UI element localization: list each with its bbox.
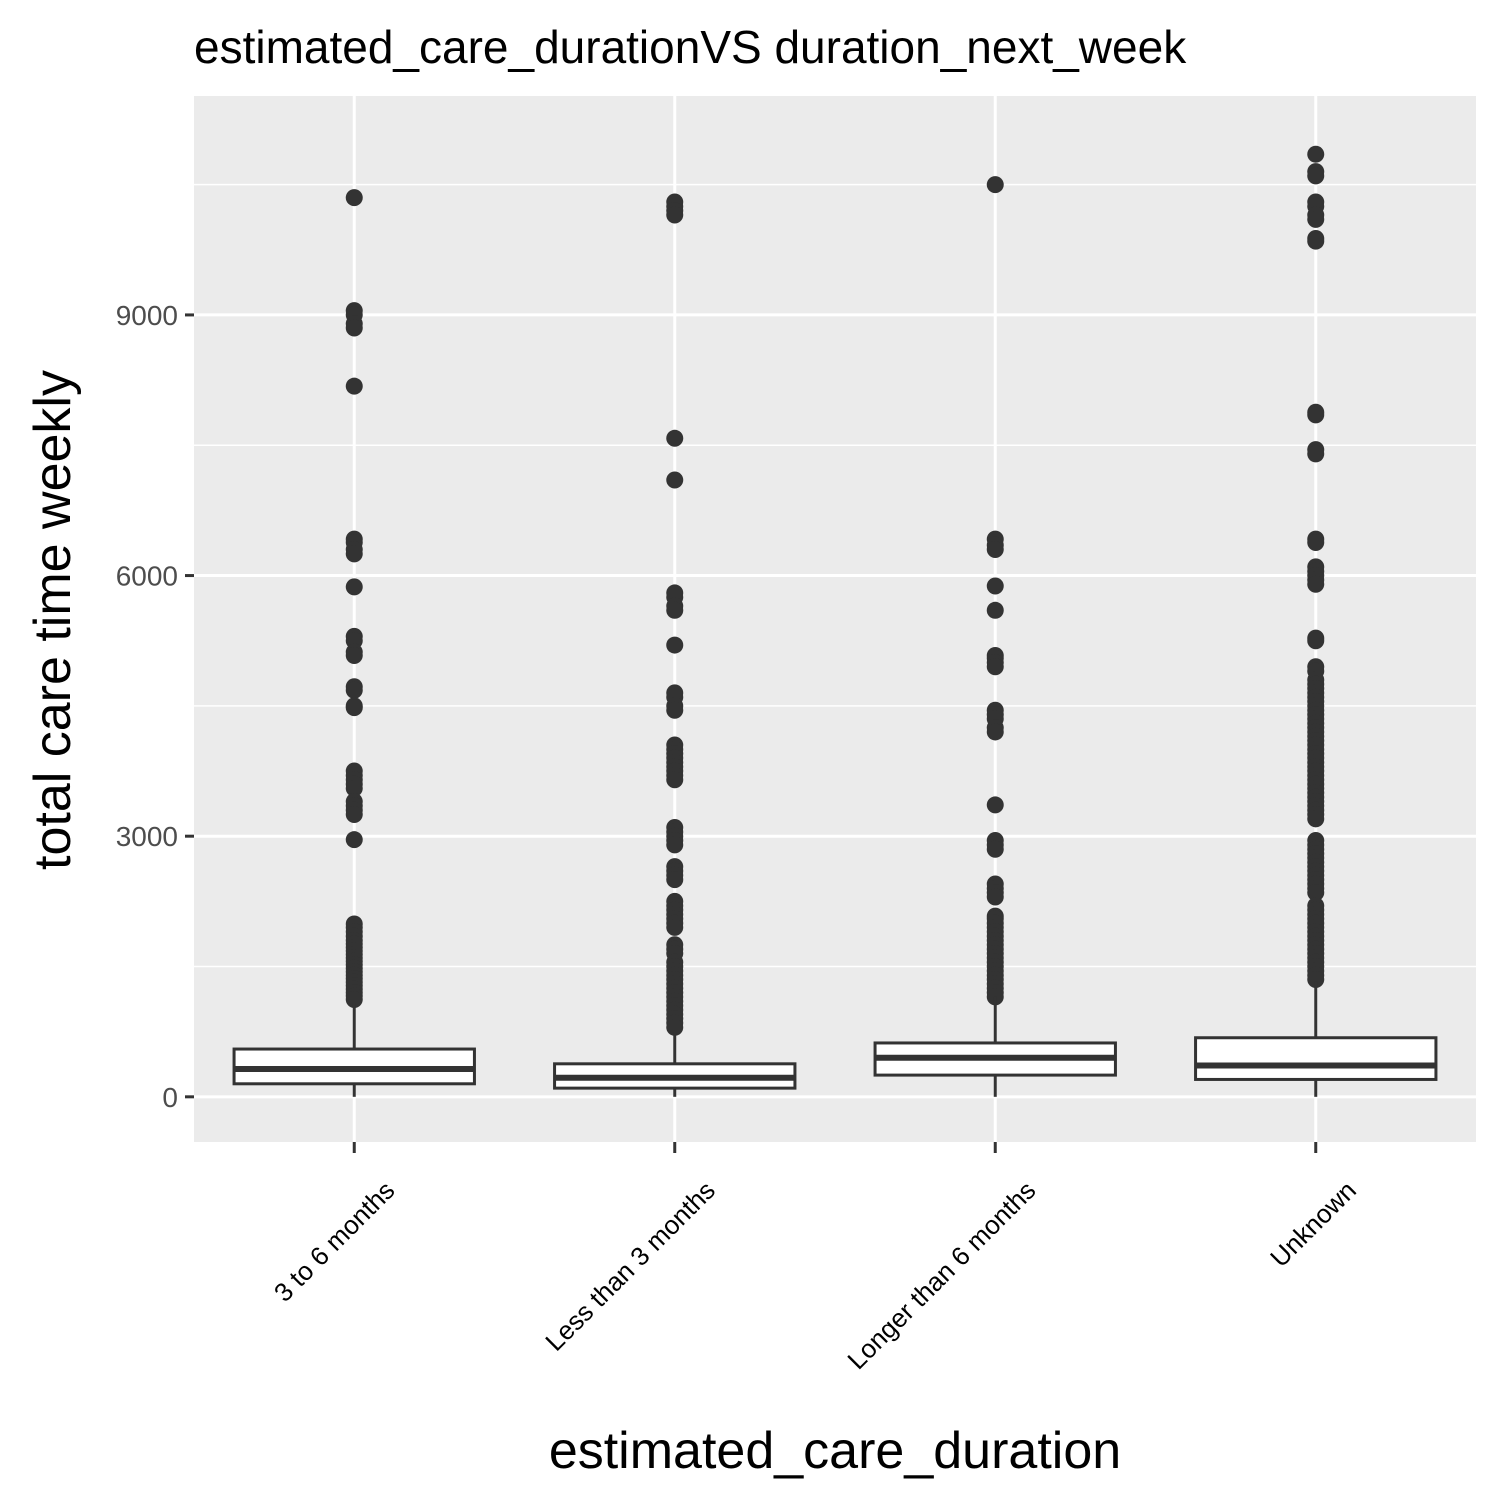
- x-tick-label: Longer than 6 months: [841, 1175, 1041, 1375]
- outlier-point: [1307, 971, 1325, 989]
- outlier-point: [986, 796, 1004, 814]
- outlier-point: [345, 699, 363, 717]
- outlier-point: [666, 601, 684, 619]
- y-tick-label: 6000: [116, 561, 178, 592]
- outlier-point: [1307, 167, 1325, 185]
- outlier-point: [986, 888, 1004, 906]
- y-tick-label: 3000: [116, 821, 178, 852]
- outlier-point: [1307, 145, 1325, 163]
- boxplot-longer-than-6-months: [873, 176, 1117, 1097]
- outlier-point: [666, 429, 684, 447]
- y-tick-label: 9000: [116, 300, 178, 331]
- boxplot-unknown: [1194, 145, 1438, 1097]
- outlier-point: [345, 578, 363, 596]
- outlier-point: [986, 176, 1004, 194]
- outlier-point: [1307, 575, 1325, 593]
- box: [1194, 1036, 1438, 1081]
- plot-panel: [194, 96, 1476, 1142]
- outlier-point: [345, 831, 363, 849]
- outlier-point: [345, 646, 363, 664]
- outlier-point: [345, 991, 363, 1009]
- outlier-point: [666, 918, 684, 936]
- boxplot-less-than-3-months: [553, 193, 797, 1097]
- outlier-point: [1307, 534, 1325, 552]
- outlier-point: [345, 319, 363, 337]
- boxplot-3-to-6-months: [232, 189, 476, 1097]
- y-axis: 0 3000 6000 9000: [116, 300, 194, 1113]
- outlier-point: [986, 577, 1004, 595]
- outlier-point: [666, 836, 684, 854]
- outlier-point: [1307, 232, 1325, 250]
- outlier-point: [345, 377, 363, 395]
- y-tick-label: 0: [162, 1082, 178, 1113]
- outlier-point: [666, 701, 684, 719]
- outlier-point: [986, 658, 1004, 676]
- outlier-point: [986, 840, 1004, 858]
- outlier-point: [666, 636, 684, 654]
- outlier-point: [345, 189, 363, 207]
- outlier-point: [345, 779, 363, 797]
- outlier-point: [666, 1018, 684, 1036]
- x-tick-label: 3 to 6 months: [268, 1175, 401, 1308]
- outlier-point: [345, 805, 363, 823]
- x-tick-label: Less than 3 months: [539, 1175, 721, 1357]
- outlier-point: [986, 540, 1004, 558]
- outlier-point: [1307, 632, 1325, 650]
- outlier-point: [666, 771, 684, 789]
- outlier-point: [986, 723, 1004, 741]
- outlier-point: [986, 601, 1004, 619]
- outlier-point: [1307, 210, 1325, 228]
- outlier-point: [666, 871, 684, 889]
- boxplots: [232, 145, 1438, 1097]
- y-axis-title: total care time weekly: [24, 370, 82, 870]
- outlier-point: [666, 206, 684, 224]
- outlier-point: [1307, 884, 1325, 902]
- outlier-point: [1307, 445, 1325, 463]
- outlier-point: [1307, 406, 1325, 424]
- x-axis-title: estimated_care_duration: [549, 1422, 1121, 1480]
- chart-title: estimated_care_durationVS duration_next_…: [194, 21, 1187, 73]
- outlier-point: [345, 681, 363, 699]
- outlier-point: [345, 545, 363, 563]
- outlier-point: [1307, 810, 1325, 828]
- outlier-point: [666, 471, 684, 489]
- x-axis: 3 to 6 months Less than 3 months Longer th…: [268, 1142, 1362, 1375]
- x-tick-label: Unknown: [1264, 1175, 1362, 1273]
